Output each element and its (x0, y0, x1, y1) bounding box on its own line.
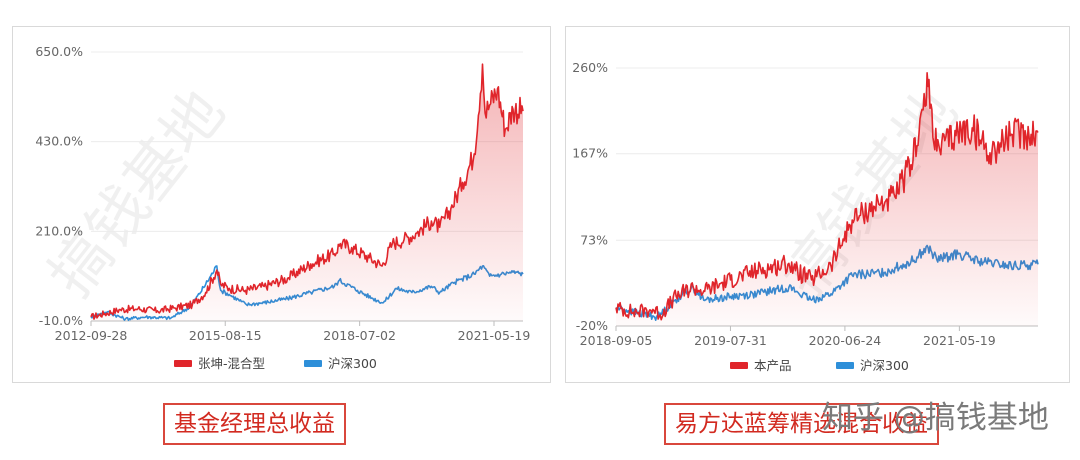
x-tick-label: 2015-08-15 (189, 328, 262, 343)
x-tick-label: 2021-05-19 (458, 328, 531, 343)
series-line-primary (615, 72, 1039, 321)
caption-manager-total-return: 基金经理总收益 (163, 403, 346, 445)
y-tick-label: -20% (576, 318, 608, 333)
legend-swatch (836, 362, 854, 369)
legend-swatch (730, 362, 748, 369)
y-tick-label: 73% (580, 232, 608, 247)
series-line-primary (90, 63, 524, 320)
y-tick-label: -10.0% (39, 313, 83, 328)
x-tick-label: 2021-05-19 (923, 333, 996, 348)
x-tick-label: 2012-09-28 (55, 328, 128, 343)
x-tick-label: 2020-06-24 (809, 333, 882, 348)
legend-label: 沪深300 (328, 356, 377, 371)
legend-label: 本产品 (754, 358, 792, 373)
x-tick-label: 2018-07-02 (323, 328, 396, 343)
caption-fund-return: 易方达蓝筹精选混合收益 (664, 403, 939, 445)
legend-label: 沪深300 (860, 358, 909, 373)
chart-svg-manager: 650.0% 430.0% 210.0% -10.0%2012-09-28 2015-0… (35, 44, 531, 371)
legend-swatch (174, 360, 192, 367)
y-tick-label: 430.0% (35, 134, 83, 149)
y-tick-label: 167% (572, 146, 608, 161)
series-area-fill (616, 72, 1038, 326)
zhihu-watermark: 知乎 @搞钱基地 (822, 400, 1049, 436)
y-tick-label: 650.0% (35, 44, 83, 59)
chart-svg-fund: 260% 167% 73% -20%2018-09-05 2019-07-31 2020-… (572, 60, 1039, 373)
x-tick-label: 2018-09-05 (580, 333, 653, 348)
y-tick-label: 210.0% (35, 223, 83, 238)
y-tick-label: 260% (572, 60, 608, 75)
chart-panel-fund: 搞钱基地 260% 167% 73% -20% 2018-09-05 2019-07-31… (565, 26, 1070, 383)
x-tick-label: 2019-07-31 (694, 333, 767, 348)
legend-label: 张坤-混合型 (198, 356, 265, 371)
legend-swatch (304, 360, 322, 367)
chart-panel-manager: 搞钱基地 650.0% 430.0% 210.0% -10.0% 2012-09-28 2… (12, 26, 551, 383)
series-area-fill (91, 64, 523, 321)
